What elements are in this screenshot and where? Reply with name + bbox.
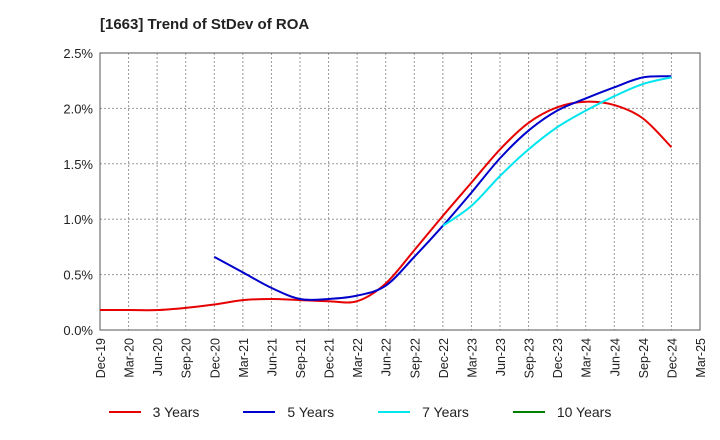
x-tick-label: Jun-20 (151, 338, 165, 376)
y-tick-label: 1.0% (63, 212, 93, 227)
x-tick-label: Dec-24 (665, 338, 679, 378)
legend-swatch-5-years (243, 411, 276, 413)
series-line-5-years (213, 75, 672, 301)
chart-svg: 0.0% 0.5% 1.0% 1.5% 2.0% 2.5% Dec-19 Mar-20 Jun-… (63, 46, 708, 378)
x-tick-label: Mar-22 (351, 338, 365, 378)
plot-frame (99, 52, 701, 331)
x-tick-label: Dec-23 (551, 338, 565, 378)
x-tick-label: Mar-24 (580, 338, 594, 378)
x-tick-label: Jun-22 (380, 338, 394, 376)
x-tick-label: Jun-21 (265, 338, 279, 376)
y-tick-label: 1.5% (63, 157, 93, 172)
legend: 3 Years 5 Years 7 Years 10 Years (0, 404, 720, 420)
legend-label-3-years: 3 Years (152, 404, 200, 420)
legend-item-10-years: 10 Years (512, 404, 612, 420)
legend-item-5-years: 5 Years (243, 404, 334, 420)
x-tick-label: Sep-24 (637, 338, 651, 378)
legend-item-3-years: 3 Years (108, 404, 200, 420)
x-tick-label: Mar-23 (465, 338, 479, 378)
x-tick-label: Dec-22 (437, 338, 451, 378)
legend-item-7-years: 7 Years (378, 404, 469, 420)
x-tick-label: Mar-25 (694, 338, 708, 378)
x-tick-label: Sep-23 (523, 338, 537, 378)
y-tick-label: 0.0% (63, 323, 93, 338)
x-tick-label: Dec-19 (94, 338, 108, 378)
x-tick-label: Mar-21 (237, 338, 251, 378)
chart-title: [1663] Trend of StDev of ROA (100, 16, 310, 33)
legend-swatch-7-years (378, 411, 411, 413)
x-tick-label: Jun-23 (494, 338, 508, 376)
series-line-7-years (442, 76, 672, 227)
x-tick-label: Dec-20 (208, 338, 222, 378)
x-tick-label: Sep-22 (408, 338, 422, 378)
y-tick-label: 0.5% (63, 268, 93, 283)
x-tick-label: Sep-21 (294, 338, 308, 378)
x-tick-label: Mar-20 (123, 338, 137, 378)
legend-swatch-3-years (108, 411, 141, 413)
y-tick-label: 2.5% (63, 46, 93, 61)
legend-swatch-10-years (512, 411, 545, 413)
x-tick-label: Jun-24 (608, 338, 622, 376)
legend-label-5-years: 5 Years (287, 404, 335, 420)
plot-area (100, 53, 700, 330)
legend-label-10-years: 10 Years (556, 404, 612, 420)
x-tick-label: Sep-20 (180, 338, 194, 378)
x-tick-label: Dec-21 (323, 338, 337, 378)
legend-label-7-years: 7 Years (422, 404, 469, 420)
y-tick-label: 2.0% (63, 101, 93, 116)
